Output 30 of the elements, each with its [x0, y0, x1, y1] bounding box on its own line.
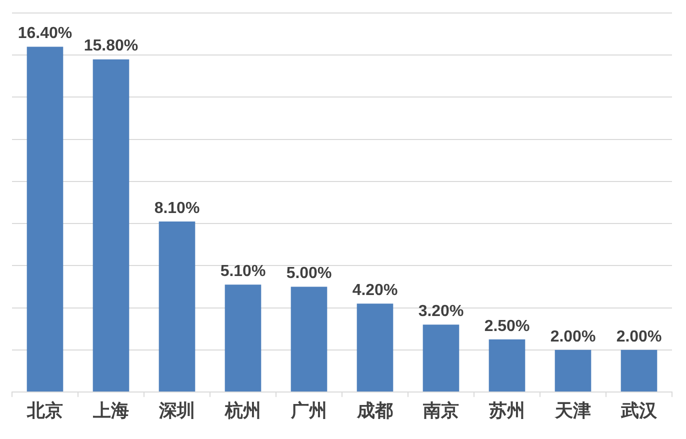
bar [224, 284, 262, 392]
bar [158, 221, 196, 392]
data-label: 2.00% [550, 328, 596, 346]
data-label: 15.80% [84, 38, 138, 55]
data-label: 3.20% [418, 303, 464, 320]
bar [488, 339, 526, 392]
x-tick-label: 成都 [356, 400, 393, 422]
x-tick-label: 天津 [554, 400, 591, 422]
x-tick-label: 上海 [92, 400, 129, 422]
data-label: 8.10% [154, 200, 200, 217]
data-label: 5.10% [220, 263, 266, 280]
bar [620, 350, 658, 392]
bar [26, 46, 64, 392]
x-tick-label: 武汉 [620, 400, 658, 422]
bar [290, 286, 328, 392]
data-label: 5.00% [286, 265, 332, 282]
bar [356, 304, 394, 392]
x-tick-label: 杭州 [224, 400, 261, 422]
x-tick-label: 南京 [422, 400, 459, 422]
x-tick-label: 广州 [290, 400, 327, 422]
x-tick-label: 北京 [26, 400, 63, 422]
data-label: 2.50% [484, 318, 530, 335]
bar [422, 324, 460, 392]
x-tick-label: 深圳 [158, 400, 195, 422]
bar [554, 350, 592, 392]
bar [92, 59, 130, 392]
data-label: 4.20% [352, 282, 398, 299]
data-label: 2.00% [616, 328, 662, 346]
data-label: 16.40% [18, 25, 72, 42]
x-tick-label: 苏州 [488, 400, 525, 422]
